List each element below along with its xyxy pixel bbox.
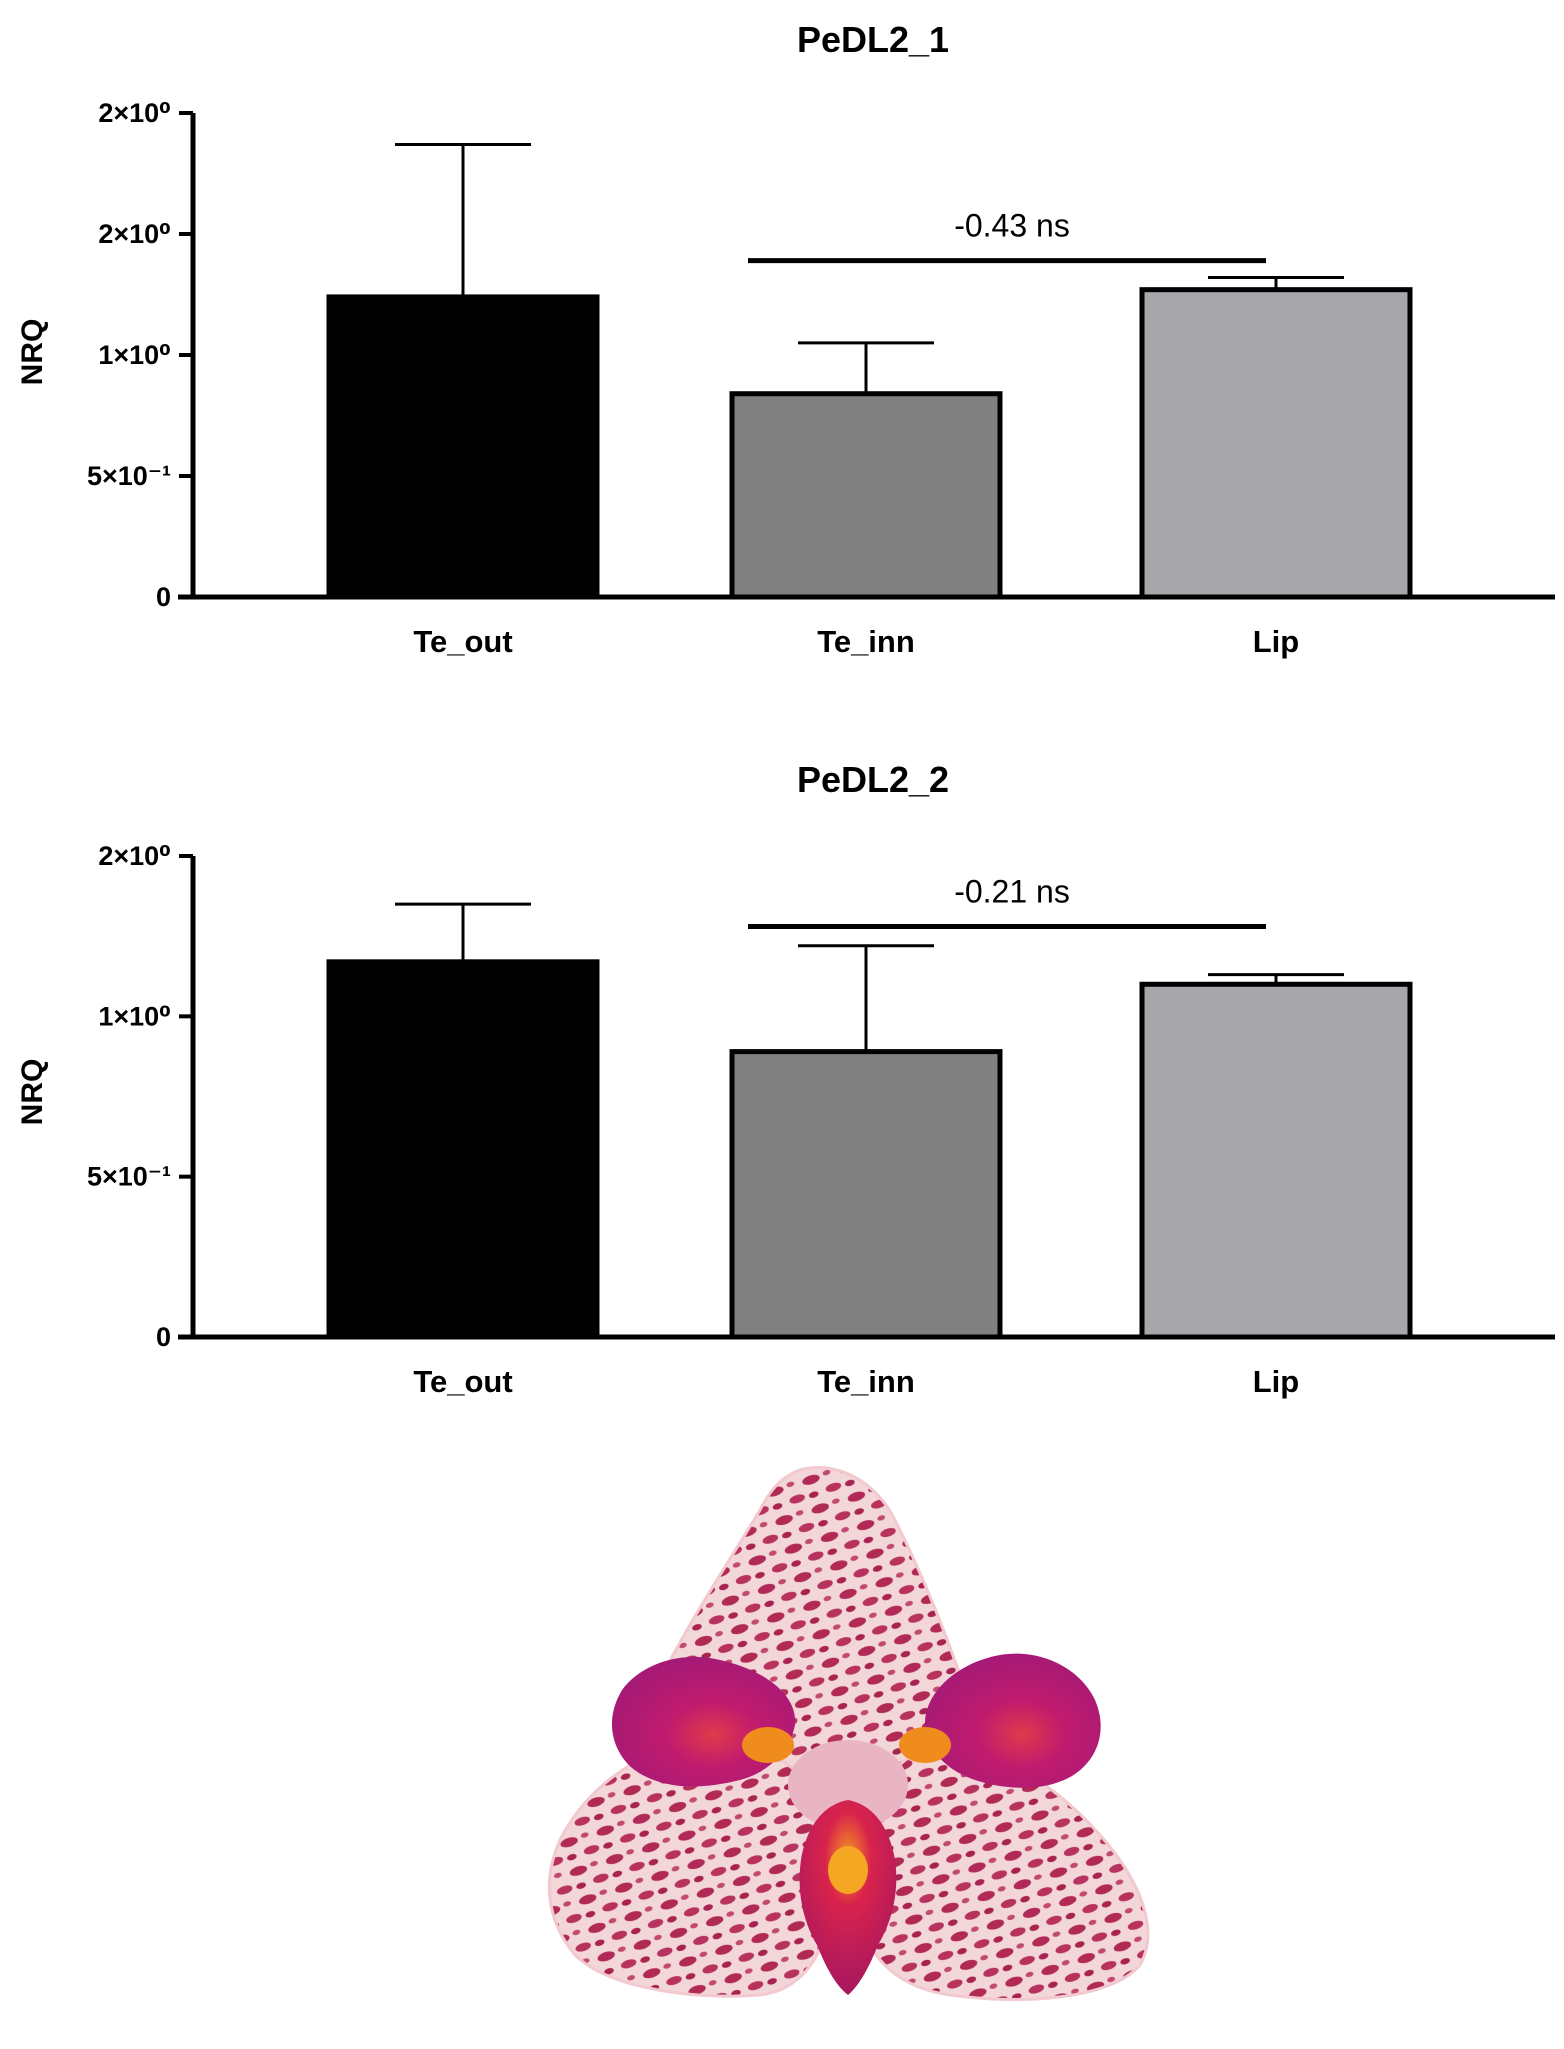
bar-te-inn (729, 391, 1003, 600)
chart-title: PeDL2_2 (797, 759, 949, 800)
bar-lip (1139, 981, 1413, 1340)
bar-te-inn (729, 1049, 1003, 1340)
y-tick-label: 5×10⁻¹ (87, 1162, 171, 1192)
flower-center-left (742, 1727, 794, 1763)
flower-center-right (899, 1727, 951, 1763)
y-tick-label: 0 (156, 582, 171, 612)
y-tick-label: 0 (156, 1322, 171, 1352)
petal-right (925, 1653, 1101, 1788)
y-tick-label: 2×10⁰ (98, 841, 171, 871)
y-tick-label: 2×10⁰ (98, 219, 171, 249)
chart-title: PeDL2_1 (797, 19, 949, 60)
significance-label: -0.21 ns (954, 874, 1070, 910)
x-tick-label: Te_out (413, 624, 512, 659)
y-tick-label: 5×10⁻¹ (87, 461, 171, 491)
flower-column (788, 1740, 908, 1830)
bar-te-out (326, 294, 600, 600)
bar-lip (1139, 287, 1413, 600)
x-tick-label: Te_inn (817, 1364, 915, 1399)
y-tick-label: 1×10⁰ (98, 340, 171, 370)
y-tick-label: 2×10⁰ (98, 98, 171, 128)
chart-pedl2-1: PeDL2_1 NRQ 0 5×10⁻¹ 1×10⁰ 2×10⁰ 2×10⁰ Te_ou… (16, 19, 1555, 659)
x-tick-label: Lip (1253, 1364, 1300, 1399)
y-axis-label: NRQ (16, 319, 49, 386)
y-axis-label: NRQ (16, 1059, 49, 1126)
significance-label: -0.43 ns (954, 208, 1070, 244)
y-tick-label: 1×10⁰ (98, 1001, 171, 1031)
x-tick-label: Lip (1253, 624, 1300, 659)
chart-pedl2-2: PeDL2_2 NRQ 0 5×10⁻¹ 1×10⁰ 2×10⁰ Te_out Te_i… (16, 759, 1555, 1399)
bar-te-out (326, 959, 600, 1340)
flower-lip (799, 1800, 897, 1995)
lip-callus (828, 1846, 868, 1894)
x-tick-label: Te_inn (817, 624, 915, 659)
orchid-photo (547, 1465, 1150, 2002)
x-tick-label: Te_out (413, 1364, 512, 1399)
